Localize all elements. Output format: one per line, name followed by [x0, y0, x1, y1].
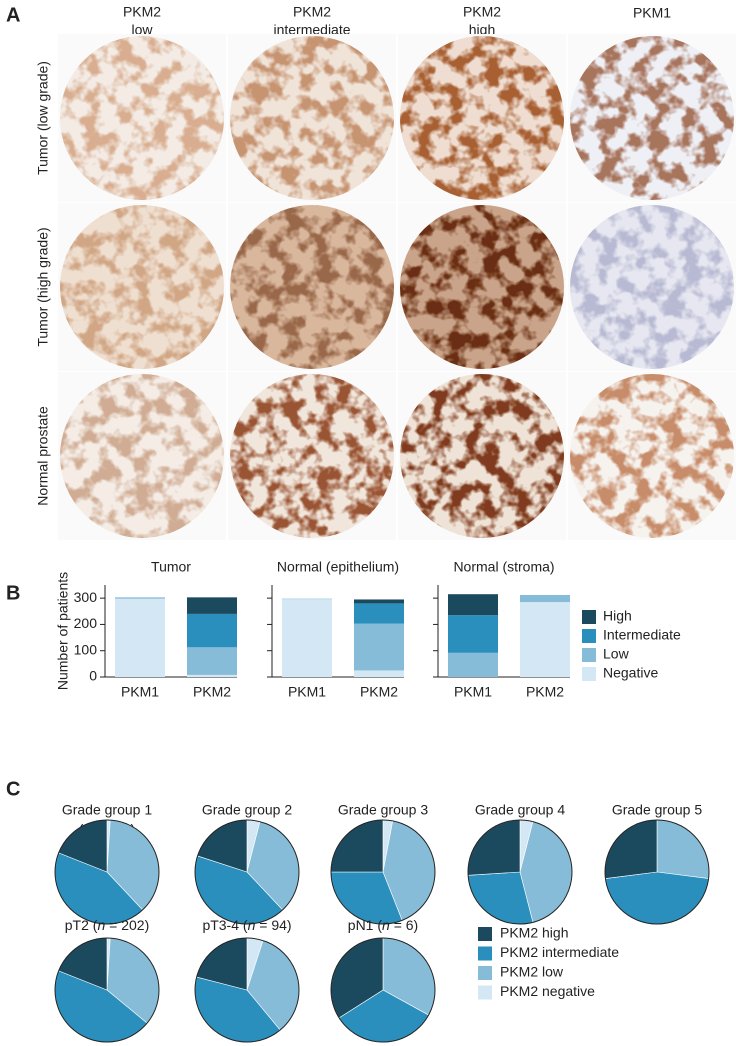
pie-outline	[54, 819, 160, 925]
x-tick-label: PKM1	[121, 684, 159, 700]
bar-segment	[187, 647, 237, 675]
x-tick-label: PKM1	[454, 684, 492, 700]
panel-label: C	[6, 778, 20, 800]
column-label: intermediate	[273, 22, 350, 38]
chart-title: Grade group 4	[475, 802, 565, 818]
chart-title: Grade group 1	[62, 802, 152, 818]
bar-segment	[448, 652, 498, 677]
legend-label: PKM2 low	[500, 964, 564, 980]
legend-swatch	[582, 629, 596, 643]
chart-title: Normal (epithelium)	[277, 559, 399, 575]
row-label: Normal prostate	[35, 406, 51, 506]
legend-label: Intermediate	[603, 627, 681, 643]
chart-title: Grade group 3	[338, 802, 428, 818]
column-label: PKM1	[633, 5, 671, 21]
legend-swatch	[582, 667, 596, 681]
tissue-stain	[230, 205, 394, 369]
column-label: PKM2	[463, 4, 501, 20]
legend-swatch	[582, 648, 596, 662]
legend-swatch	[478, 966, 492, 980]
pie-outline	[54, 937, 160, 1043]
y-axis-label: Number of patients	[55, 572, 71, 690]
legend-label: PKM2 high	[500, 925, 568, 941]
tissue-stain	[400, 205, 564, 369]
bar-segment	[187, 613, 237, 648]
pie-outline	[330, 937, 436, 1043]
bar-segment	[448, 615, 498, 653]
pie-slice	[656, 819, 710, 879]
legend-label: PKM2 negative	[500, 983, 595, 999]
chart-title: Tumor	[151, 559, 191, 575]
y-tick-label: 200	[74, 615, 98, 631]
chart-title: pT2 (n = 202)	[65, 917, 149, 933]
legend-label: High	[603, 608, 632, 624]
tissue-stain	[60, 205, 224, 369]
legend-swatch	[478, 985, 492, 1000]
panel-label: B	[6, 582, 20, 604]
y-tick-label: 100	[74, 641, 98, 657]
pie-outline	[194, 937, 300, 1043]
chart-title: pN1 (n = 6)	[348, 917, 418, 933]
row-label: Tumor (low grade)	[35, 61, 51, 175]
column-label: PKM2	[123, 4, 161, 20]
bar-segment	[187, 597, 237, 614]
bar-segment	[354, 623, 404, 671]
legend-label: Low	[603, 646, 630, 662]
pie-slice	[605, 871, 709, 925]
x-tick-label: PKM2	[360, 684, 398, 700]
pie-outline	[194, 819, 300, 925]
column-label: PKM2	[293, 4, 331, 20]
pie-outline	[330, 819, 436, 925]
bar-segment	[115, 598, 165, 677]
tissue-stain	[230, 374, 394, 538]
bar-segment	[354, 603, 404, 624]
tissue-stain	[570, 374, 734, 538]
bar-segment	[282, 598, 332, 600]
tissue-stain	[400, 374, 564, 538]
tissue-stain	[400, 36, 564, 200]
chart-title: Grade group 5	[612, 802, 702, 818]
legend-swatch	[478, 927, 492, 941]
y-tick-label: 0	[89, 668, 97, 684]
legend-label: Negative	[603, 665, 658, 681]
chart-title: pT3-4 (n = 94)	[202, 917, 291, 933]
pie-slice	[330, 819, 384, 873]
pie-outline	[467, 819, 573, 925]
pie-slice	[604, 819, 658, 879]
bar-segment	[354, 670, 404, 677]
y-tick-label: 300	[74, 589, 98, 605]
bar-segment	[448, 594, 498, 616]
x-tick-label: PKM2	[526, 684, 564, 700]
x-tick-label: PKM1	[288, 684, 326, 700]
panel-label: A	[6, 4, 20, 26]
legend-swatch	[478, 946, 492, 961]
chart-title: Grade group 2	[202, 802, 292, 818]
tissue-stain	[570, 205, 734, 369]
bar-segment	[115, 597, 165, 599]
tissue-stain	[230, 36, 394, 200]
pie-slice	[467, 819, 521, 876]
tissue-stain	[60, 36, 224, 200]
tissue-stain	[60, 374, 224, 538]
chart-title: Normal (stroma)	[453, 559, 554, 575]
bar-segment	[187, 674, 237, 677]
x-tick-label: PKM2	[193, 684, 231, 700]
legend-swatch	[582, 610, 596, 624]
legend-label: PKM2 intermediate	[500, 944, 619, 960]
tissue-stain	[570, 36, 734, 200]
row-label: Tumor (high grade)	[35, 227, 51, 346]
pie-outline	[604, 819, 710, 925]
column-label: low	[131, 22, 153, 38]
bar-segment	[282, 599, 332, 677]
bar-segment	[520, 594, 570, 603]
bar-segment	[354, 599, 404, 604]
column-label: high	[469, 22, 495, 38]
bar-segment	[520, 602, 570, 677]
